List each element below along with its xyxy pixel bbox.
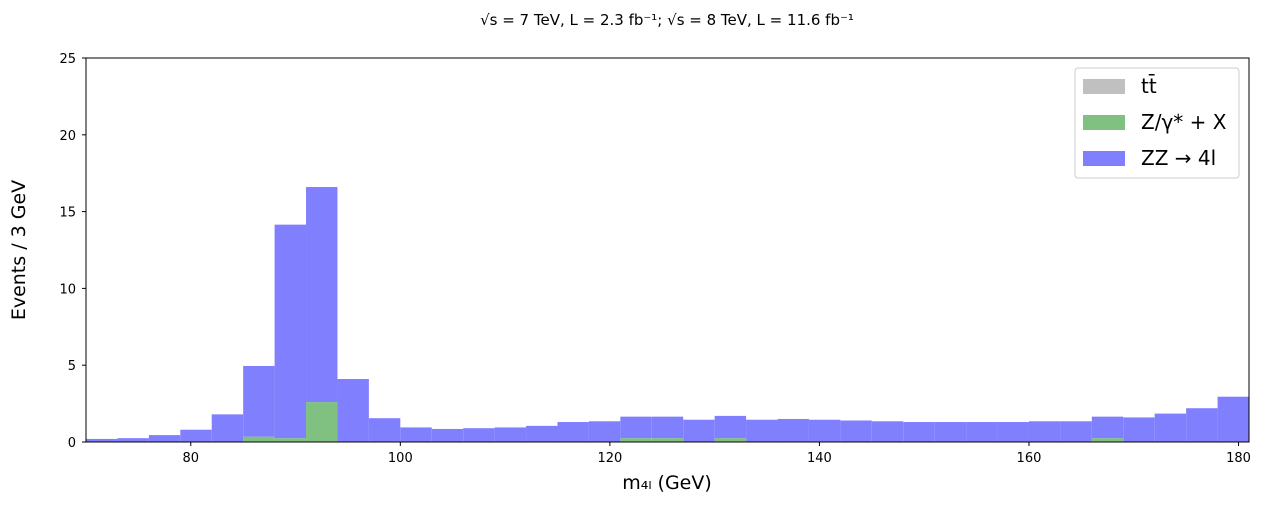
x-axis-ticks: 80 100 120 140 160 180 — [183, 442, 1251, 466]
bar-series-2-bin-16 — [588, 421, 621, 442]
bar-series-2-bin-19 — [683, 419, 715, 442]
x-tick-label: 120 — [597, 451, 622, 466]
bar-series-2-bin-20 — [714, 415, 747, 439]
plot-frame — [85, 57, 1250, 443]
bar-series-2-bin-8 — [337, 379, 369, 442]
bar-series-2-bin-3 — [180, 429, 212, 442]
x-tick-label: 100 — [388, 451, 413, 466]
x-tick-label: 140 — [807, 451, 832, 466]
y-tick-label: 0 — [68, 436, 76, 451]
bar-series-2-bin-30 — [1028, 421, 1061, 442]
y-axis-ticks: 0 5 10 15 20 25 — [59, 52, 86, 451]
bar-series-2-bin-21 — [746, 419, 778, 442]
y-axis-label: Events / 3 GeV — [8, 180, 30, 320]
bar-series-2-bin-15 — [557, 422, 589, 442]
x-tick-label: 180 — [1226, 451, 1251, 466]
bar-series-1-bin-6 — [274, 438, 307, 442]
bar-series-2-bin-31 — [1060, 421, 1092, 442]
bar-series-2-bin-13 — [494, 427, 527, 442]
bar-series-2-bin-12 — [463, 428, 495, 442]
legend-label-2: ZZ → 4l — [1141, 146, 1216, 170]
bar-series-2-bin-10 — [400, 427, 432, 442]
legend-swatch-2 — [1083, 151, 1125, 166]
bar-series-2-bin-11 — [431, 428, 464, 442]
bars-group — [86, 187, 1249, 442]
bar-series-2-bin-17 — [620, 416, 652, 439]
x-axis-label: m₄ₗ (GeV) — [622, 472, 712, 494]
bar-series-1-bin-20 — [714, 438, 747, 442]
bar-series-2-bin-9 — [368, 418, 401, 442]
bar-series-2-bin-25 — [871, 421, 904, 442]
legend-frame — [1074, 67, 1240, 179]
bar-series-2-bin-24 — [840, 420, 872, 442]
bar-series-1-bin-18 — [651, 438, 684, 442]
bar-series-2-bin-26 — [903, 422, 935, 442]
bar-series-2-bin-18 — [651, 416, 684, 439]
bar-series-1-bin-5 — [243, 436, 275, 442]
bar-series-2-bin-27 — [934, 422, 967, 442]
bar-series-2-bin-7 — [306, 187, 338, 403]
bar-series-2-bin-23 — [808, 419, 841, 442]
bar-series-1-bin-17 — [620, 438, 652, 442]
bar-series-2-bin-4 — [211, 414, 244, 442]
bar-series-2-bin-28 — [966, 422, 998, 442]
bar-series-2-bin-14 — [526, 425, 558, 442]
bar-series-2-bin-29 — [997, 422, 1029, 442]
bar-series-2-bin-34 — [1154, 413, 1187, 442]
bar-series-2-bin-35 — [1186, 408, 1218, 442]
legend-swatch-1 — [1083, 115, 1125, 130]
y-tick-label: 15 — [59, 206, 76, 221]
bar-series-2-bin-32 — [1091, 416, 1124, 439]
bar-series-2-bin-2 — [148, 435, 181, 442]
y-tick-label: 25 — [59, 52, 76, 67]
chart-title: √s = 7 TeV, L = 2.3 fb⁻¹; √s = 8 TeV, L … — [480, 11, 854, 29]
bar-series-1-bin-32 — [1091, 438, 1124, 442]
legend-label-1: Z/γ* + X — [1141, 110, 1227, 134]
legend-swatch-0 — [1083, 79, 1125, 94]
bar-series-2-bin-0 — [86, 438, 118, 442]
bar-series-2-bin-33 — [1123, 417, 1155, 442]
bar-series-2-bin-22 — [777, 418, 809, 442]
y-tick-label: 20 — [59, 129, 76, 144]
y-tick-label: 10 — [59, 282, 76, 297]
bar-series-2-bin-1 — [117, 438, 149, 442]
legend-label-0: tt̄ — [1141, 73, 1157, 98]
bar-series-2-bin-6 — [274, 224, 307, 439]
legend: tt̄ Z/γ* + X ZZ → 4l — [1074, 67, 1240, 179]
bar-series-2-bin-36 — [1217, 396, 1249, 442]
x-tick-label: 160 — [1017, 451, 1042, 466]
bar-series-2-bin-5 — [243, 365, 275, 437]
x-tick-label: 80 — [183, 451, 200, 466]
y-tick-label: 5 — [68, 359, 76, 374]
bar-series-1-bin-7 — [306, 402, 338, 442]
